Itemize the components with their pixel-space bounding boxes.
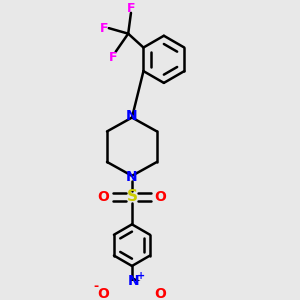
Text: O: O [154,287,166,300]
Text: N: N [126,109,138,123]
Text: F: F [127,2,135,15]
Text: N: N [128,274,139,288]
Text: O: O [98,287,109,300]
Text: -: - [93,280,98,293]
Text: +: + [137,271,145,281]
Text: N: N [126,170,138,184]
Text: F: F [100,22,108,34]
Text: F: F [109,51,117,64]
Text: O: O [98,190,109,204]
Text: S: S [127,189,137,204]
Text: O: O [154,190,166,204]
